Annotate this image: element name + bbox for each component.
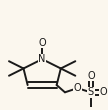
Text: O: O xyxy=(38,38,46,48)
Text: N: N xyxy=(38,54,46,64)
Text: O: O xyxy=(74,83,81,93)
Text: O: O xyxy=(87,71,95,81)
Text: S: S xyxy=(88,87,94,97)
Text: O: O xyxy=(99,87,107,97)
